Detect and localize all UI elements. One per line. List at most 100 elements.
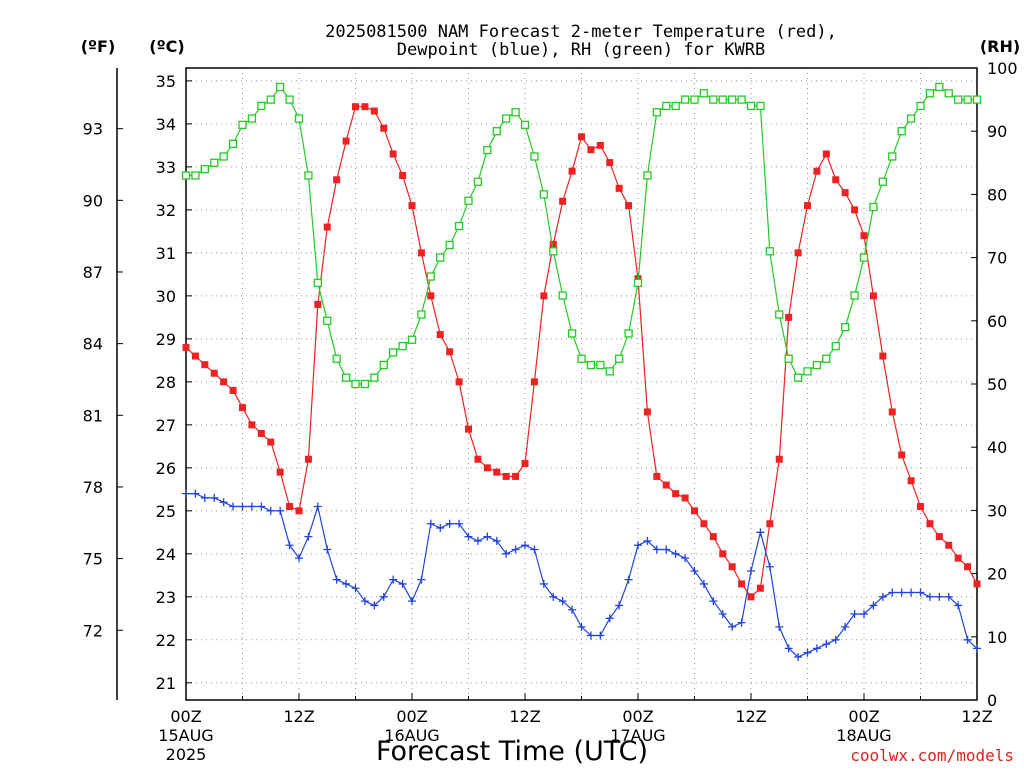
temperature-series	[182, 103, 981, 601]
temperature-point	[813, 167, 821, 175]
temperature-point	[578, 133, 585, 141]
rh-point	[549, 247, 558, 256]
rh-tick-label: 70	[987, 249, 1007, 268]
dewpoint-point	[925, 592, 934, 601]
dewpoint-point	[351, 584, 360, 593]
temperature-point	[512, 472, 520, 480]
rh-point	[765, 247, 774, 256]
dewpoint-point	[247, 502, 256, 511]
dewpoint-point	[521, 541, 529, 550]
rh-point	[473, 177, 483, 186]
temperature-point	[643, 408, 651, 416]
dewpoint-point	[671, 549, 680, 558]
rh-point	[389, 348, 398, 357]
dewpoint-series	[182, 489, 981, 662]
dewpoint-point	[860, 610, 868, 619]
rh-point	[341, 373, 351, 382]
rh-point	[699, 89, 709, 98]
dewpoint-point	[944, 592, 953, 601]
rh-point	[436, 253, 445, 262]
dewpoint-point	[238, 502, 247, 511]
temperature-point	[229, 386, 237, 394]
temperature-point	[615, 184, 623, 192]
dewpoint-point	[916, 588, 925, 597]
dewpoint-point	[342, 579, 351, 588]
celsius-tick-label: 30	[156, 287, 176, 306]
rh-point	[219, 152, 228, 161]
rh-point	[878, 177, 887, 186]
rh-point	[916, 101, 925, 111]
temperature-point	[625, 202, 633, 210]
dewpoint-point	[841, 622, 850, 631]
temperature-point	[719, 550, 727, 558]
rh-point	[935, 82, 944, 92]
temperature-point	[483, 464, 491, 472]
rh-line	[186, 85, 977, 385]
temperature-point	[935, 533, 943, 541]
temperature-point	[540, 292, 548, 300]
rh-point	[351, 379, 360, 389]
temperature-point	[954, 554, 962, 562]
rh-point	[925, 89, 935, 98]
x-tick-date: 17AUG	[610, 726, 665, 745]
fahrenheit-tick-label: 78	[83, 478, 103, 497]
dewpoint-point	[473, 536, 482, 545]
x-tick-label: 00Z	[170, 707, 201, 726]
celsius-tick-label: 28	[156, 373, 176, 392]
dewpoint-point	[511, 545, 520, 554]
temperature-point	[841, 189, 849, 197]
temperature-point	[926, 520, 934, 528]
celsius-tick-label: 32	[156, 201, 176, 220]
dewpoint-point	[568, 605, 577, 614]
temperature-point	[493, 468, 501, 476]
dewpoint-point	[747, 567, 755, 576]
celsius-tick-label: 34	[156, 115, 176, 134]
dewpoint-point	[803, 648, 812, 657]
dewpoint-point	[464, 532, 473, 541]
rh-point	[210, 158, 219, 167]
celsius-unit-label: (ºC)	[149, 37, 184, 56]
dewpoint-point	[794, 653, 803, 662]
rh-tick-label: 90	[987, 122, 1007, 141]
temperature-point	[295, 507, 303, 515]
dewpoint-point	[737, 618, 746, 627]
x-tick-label: 00Z	[396, 707, 427, 726]
x-tick-label: 12Z	[283, 707, 314, 726]
temperature-point	[549, 240, 557, 248]
rh-point	[276, 82, 285, 92]
rh-point	[850, 291, 859, 300]
temperature-point	[888, 408, 896, 416]
dewpoint-point	[445, 519, 454, 528]
temperature-point	[502, 472, 510, 480]
dewpoint-point	[681, 554, 690, 563]
temperature-point	[662, 481, 670, 489]
temperature-point	[239, 404, 246, 412]
temperature-point	[879, 352, 887, 360]
temperature-point	[907, 477, 915, 485]
rh-point	[944, 89, 953, 98]
dewpoint-point	[549, 592, 558, 601]
celsius-tick-label: 29	[156, 330, 176, 349]
rh-tick-label: 80	[987, 185, 1007, 204]
rh-point	[502, 114, 511, 123]
x-tick-date: 18AUG	[836, 726, 891, 745]
x-axis-title: Forecast Time (UTC)	[376, 736, 648, 767]
rh-point	[831, 341, 840, 351]
rh-tick-label: 50	[987, 375, 1007, 394]
temperature-point	[973, 580, 981, 588]
rh-point	[709, 95, 718, 104]
temperature-point	[559, 197, 567, 205]
temperature-point	[267, 438, 275, 446]
dewpoint-point	[775, 622, 784, 631]
temperature-point	[436, 331, 444, 339]
dewpoint-point	[276, 506, 285, 515]
rh-point	[859, 253, 869, 262]
celsius-tick-label: 35	[156, 72, 176, 91]
rh-point	[954, 95, 963, 104]
x-tick-label: 12Z	[509, 707, 540, 726]
temperature-point	[700, 520, 708, 528]
temperature-point	[248, 421, 256, 429]
dewpoint-point	[897, 588, 906, 597]
temperature-point	[191, 352, 199, 360]
rh-point	[671, 101, 680, 111]
